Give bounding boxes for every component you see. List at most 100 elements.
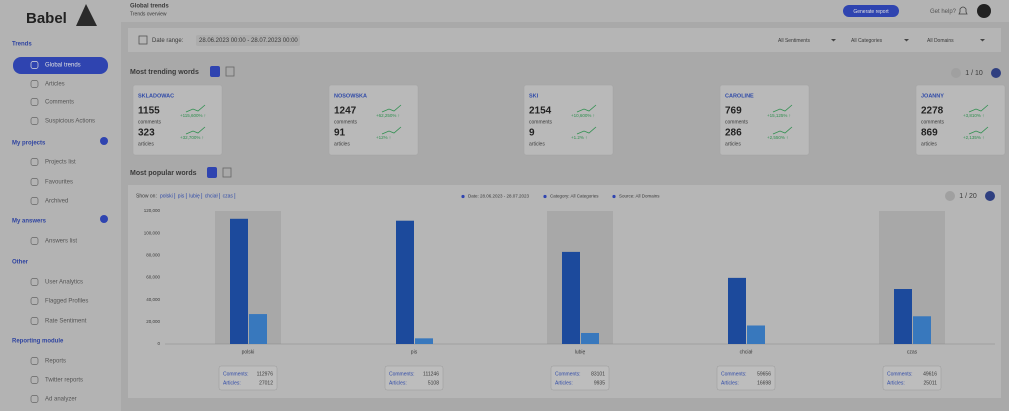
- date-value[interactable]: 28.06.2023 00:00 - 28.07.2023 00:00: [199, 38, 298, 44]
- trend-count: 9: [529, 128, 535, 139]
- bar[interactable]: [230, 218, 248, 344]
- view-toggle[interactable]: [210, 66, 220, 77]
- dropdown[interactable]: [848, 35, 912, 46]
- nav-item[interactable]: User Analytics: [45, 280, 83, 286]
- generate-report-button[interactable]: [843, 5, 899, 17]
- nav-item[interactable]: Comments: [45, 100, 74, 106]
- nav-item[interactable]: Rate Sentiment: [45, 319, 87, 325]
- help-link[interactable]: Get help?: [930, 9, 957, 15]
- sparkline: [381, 104, 402, 113]
- x-tick-label: czas: [907, 349, 918, 355]
- view-toggle[interactable]: [207, 167, 217, 178]
- trend-change: +2,135% ↑: [963, 135, 984, 140]
- nav-item[interactable]: Suspicious Actions: [45, 119, 95, 125]
- show-on-word[interactable]: pis: [178, 193, 185, 199]
- nav-item[interactable]: Articles: [45, 82, 65, 88]
- stat-box: [716, 365, 776, 391]
- nav-item[interactable]: Global trends: [45, 63, 81, 69]
- add-button[interactable]: [100, 215, 108, 223]
- date-input[interactable]: [196, 35, 300, 46]
- dropdown[interactable]: [924, 35, 988, 46]
- button-label[interactable]: Generate report: [853, 9, 889, 15]
- y-tick-label: 100,000: [144, 230, 161, 235]
- nav-item[interactable]: Flagged Profiles: [45, 299, 88, 305]
- logo-icon: [76, 4, 97, 26]
- trend-count-label: articles: [725, 141, 741, 147]
- sidebar-section: Other: [12, 260, 29, 266]
- bar[interactable]: [747, 325, 765, 344]
- trend-card[interactable]: [523, 84, 614, 156]
- nav-item[interactable]: Projects list: [45, 160, 76, 166]
- y-tick-label: 0: [157, 341, 160, 346]
- legend-dot: [543, 194, 547, 199]
- dropdown[interactable]: [775, 35, 839, 46]
- stat-label: Articles:: [887, 380, 905, 386]
- dropdown-label[interactable]: All Domains: [927, 38, 954, 44]
- stat-value: 83101: [591, 371, 605, 377]
- trend-card[interactable]: [132, 84, 223, 156]
- trend-word: NOSOWSKA: [334, 93, 367, 99]
- sidebar-section: Trends: [12, 42, 32, 48]
- nav-icon: [30, 61, 39, 69]
- trend-count: 91: [334, 128, 346, 139]
- nav-icon: [30, 376, 39, 384]
- avatar[interactable]: [977, 4, 991, 18]
- stat-box: [218, 365, 278, 391]
- nav-item[interactable]: Archived: [45, 199, 68, 205]
- next-button[interactable]: [985, 191, 995, 201]
- trend-count: 1247: [334, 106, 357, 117]
- trend-card[interactable]: [719, 84, 810, 156]
- nav-icon: [30, 237, 39, 245]
- bar[interactable]: [581, 332, 599, 344]
- show-on-word[interactable]: lubię: [189, 193, 200, 199]
- nav-item[interactable]: Favourites: [45, 180, 73, 186]
- nav-item[interactable]: Reports: [45, 359, 66, 365]
- prev-button[interactable]: [945, 191, 955, 201]
- dropdown-label[interactable]: All Categories: [851, 38, 883, 44]
- nav-icon: [30, 297, 39, 305]
- trend-count-label: articles: [334, 141, 350, 147]
- sparkline: [968, 104, 989, 113]
- show-on-word[interactable]: chciał: [205, 193, 219, 199]
- sparkline: [576, 126, 597, 135]
- legend-dot: [612, 194, 616, 199]
- trend-card[interactable]: [915, 84, 1006, 156]
- trend-change: +115,600% ↑: [180, 113, 206, 118]
- edit-icon[interactable]: [222, 167, 232, 178]
- nav-icon: [30, 98, 39, 106]
- trend-card[interactable]: [328, 84, 419, 156]
- prev-button[interactable]: [951, 68, 961, 78]
- stat-label: Articles:: [721, 380, 739, 386]
- nav-icon: [30, 197, 39, 205]
- show-on-word[interactable]: czas: [223, 193, 234, 199]
- add-button[interactable]: [100, 137, 108, 145]
- stat-label: Articles:: [555, 380, 573, 386]
- y-tick-label: 40,000: [146, 297, 160, 302]
- show-on-word[interactable]: polski: [160, 193, 173, 199]
- nav-item[interactable]: Answers list: [45, 239, 77, 245]
- trend-word: JOANNY: [921, 93, 944, 99]
- stat-box: [384, 365, 444, 391]
- bar[interactable]: [249, 314, 267, 344]
- bar[interactable]: [894, 289, 912, 344]
- nav-item[interactable]: Twitter reports: [45, 378, 83, 384]
- next-button[interactable]: [991, 68, 1001, 78]
- bar[interactable]: [728, 277, 746, 344]
- bell-icon[interactable]: [958, 6, 968, 15]
- date-label: Date range:: [152, 38, 184, 44]
- dropdown-label[interactable]: All Sentiments: [778, 38, 810, 44]
- edit-icon[interactable]: [225, 66, 235, 77]
- bar[interactable]: [415, 338, 433, 344]
- bar[interactable]: [396, 220, 414, 344]
- trend-change: +1.2% ↑: [571, 135, 587, 140]
- trend-change: +10,600% ↑: [571, 113, 595, 118]
- logo: Babel: [26, 10, 67, 27]
- page-title: Global trends: [130, 4, 169, 10]
- section-title: Most popular words: [130, 170, 197, 177]
- bar[interactable]: [913, 316, 931, 344]
- legend-item: Category: All Categories: [550, 194, 599, 199]
- nav-item[interactable]: Ad analyzer: [45, 397, 77, 403]
- x-tick-label: lubię: [575, 349, 586, 355]
- bar[interactable]: [562, 251, 580, 344]
- trend-count: 286: [725, 128, 742, 139]
